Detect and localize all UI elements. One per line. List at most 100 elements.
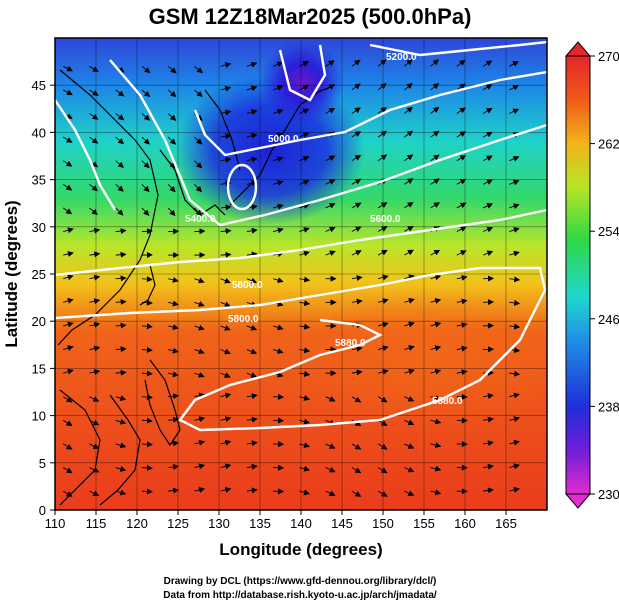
wind-arrow: [456, 226, 467, 232]
wind-arrow: [63, 298, 74, 304]
wind-arrow: [456, 250, 467, 256]
contour-label-5880-b: 5880.0: [432, 396, 463, 407]
wind-arrow: [194, 184, 203, 193]
wind-arrow: [220, 348, 231, 355]
wind-arrow: [246, 372, 258, 378]
contour-label-5880-a: 5880.0: [335, 338, 366, 349]
height-contours: [55, 40, 547, 432]
wind-arrow: [63, 368, 74, 375]
wind-arrow: [351, 490, 362, 497]
wind-arrow: [115, 346, 127, 353]
wind-arrow: [404, 82, 413, 91]
wind-arrow: [89, 183, 99, 192]
wind-arrow: [299, 132, 310, 138]
wind-arrow: [456, 369, 468, 376]
wind-arrow: [509, 61, 519, 67]
wind-arrow: [168, 276, 179, 283]
wind-arrow: [220, 487, 232, 493]
contour-label-5400: 5400.0: [185, 214, 216, 225]
wind-arrow: [325, 226, 336, 233]
wind-arrow: [141, 417, 153, 424]
wind-arrow: [377, 274, 389, 281]
wind-arrow: [351, 467, 362, 474]
wind-arrow: [430, 274, 442, 281]
wind-arrow: [509, 108, 520, 115]
wind-arrow: [430, 368, 442, 375]
wind-arrow: [220, 325, 231, 331]
wind-arrow: [194, 416, 206, 423]
wind-arrow: [325, 155, 336, 162]
wind-arrow: [62, 183, 73, 191]
wind-arrow: [141, 207, 150, 216]
wind-arrow: [246, 348, 258, 355]
wind-arrow: [430, 249, 441, 256]
wind-arrow: [89, 113, 99, 120]
wind-arrow: [115, 207, 124, 216]
wind-arrow: [63, 251, 74, 257]
y-tick-label: 15: [32, 361, 46, 376]
wind-arrow: [272, 132, 284, 139]
wind-arrow: [167, 65, 177, 74]
y-tick-label: 25: [32, 267, 46, 282]
wind-arrow: [430, 106, 440, 114]
wind-arrow: [430, 59, 440, 67]
wind-arrow: [299, 489, 311, 496]
wind-arrow: [482, 226, 494, 233]
wind-arrow: [430, 345, 442, 352]
wind-arrow: [141, 370, 153, 377]
wind-arrow: [168, 371, 179, 378]
wind-arrow: [272, 348, 284, 354]
coastlines: [57, 69, 336, 506]
colorbar-tick-label: 246: [598, 312, 619, 327]
wind-arrow: [141, 136, 150, 145]
wind-arrow: [194, 463, 206, 470]
wind-arrow: [168, 393, 180, 400]
wind-arrow: [272, 85, 284, 91]
colorbar-top-arrow: [564, 41, 592, 57]
wind-arrow: [89, 136, 99, 144]
x-tick-label: 165: [495, 516, 517, 531]
wind-arrow: [377, 226, 388, 232]
wind-arrow: [299, 418, 311, 425]
wind-arrow: [272, 324, 284, 331]
wind-arrow: [246, 61, 258, 68]
wind-arrow: [220, 416, 232, 423]
wind-arrow: [456, 83, 466, 91]
wind-arrow: [273, 227, 284, 234]
colorbar-tick-label: 230: [598, 487, 619, 502]
wind-arrow: [509, 227, 520, 233]
subtropical-high-shading: [290, 290, 547, 430]
credit-line-2: Data from http://database.rish.kyoto-u.a…: [163, 590, 437, 601]
wind-arrow: [299, 465, 311, 472]
wind-arrow: [377, 345, 389, 352]
y-tick-label: 0: [39, 503, 46, 518]
wind-arrow: [115, 418, 127, 425]
wind-arrow: [115, 442, 127, 449]
wind-arrow: [430, 298, 442, 304]
wind-arrow: [220, 133, 232, 140]
wind-arrow: [456, 345, 468, 352]
wind-arrow: [299, 156, 310, 162]
y-tick-label: 30: [32, 220, 46, 235]
wind-arrow: [194, 487, 206, 493]
wind-arrow: [351, 345, 363, 352]
wind-arrow: [246, 416, 258, 423]
wind-arrow: [377, 202, 388, 209]
wind-arrow: [115, 251, 127, 258]
y-tick-label: 10: [32, 409, 46, 424]
wind-arrow: [220, 62, 232, 68]
wind-arrow: [482, 393, 494, 399]
wind-arrow: [89, 298, 101, 305]
wind-arrow: [482, 416, 494, 423]
wind-arrow: [168, 300, 179, 307]
wind-arrow: [299, 347, 311, 354]
wind-arrow: [89, 227, 101, 234]
wind-arrow: [273, 203, 284, 210]
wind-arrow: [509, 276, 521, 283]
wind-arrow: [89, 89, 99, 96]
wind-arrow: [430, 83, 440, 91]
wind-arrow: [89, 207, 98, 216]
wind-arrow: [325, 60, 335, 67]
wind-arrow: [482, 131, 493, 138]
x-axis: 110 115 120 125 130 135 140 145 150 155 160 165: [45, 510, 517, 531]
